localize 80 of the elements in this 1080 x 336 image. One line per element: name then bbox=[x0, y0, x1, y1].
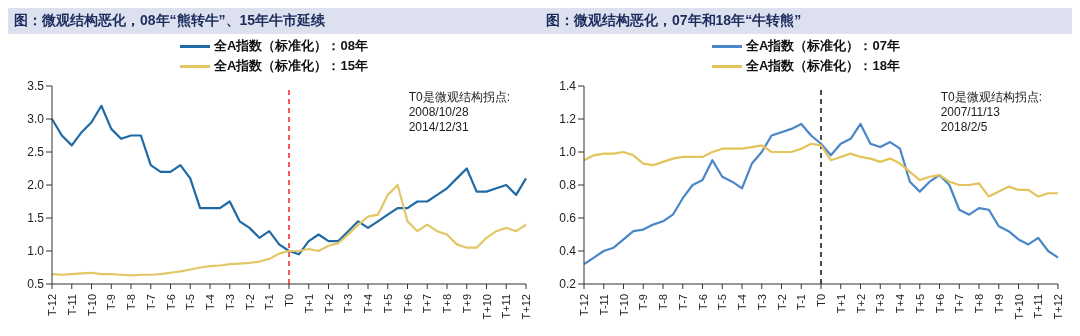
x-tick-label: T-7 bbox=[676, 294, 689, 310]
y-tick-label: 1.0 bbox=[559, 145, 577, 160]
annotation: 2008/10/28 bbox=[408, 105, 470, 120]
x-tick-label: T-1 bbox=[263, 294, 276, 310]
x-tick-label: T+7 bbox=[953, 294, 966, 314]
annotation: T0是微观结构拐点: bbox=[408, 90, 510, 105]
y-tick-label: 0.5 bbox=[27, 277, 45, 292]
x-tick-label: T+5 bbox=[381, 294, 394, 314]
chart-title: 图：微观结构恶化，07年和18年“牛转熊” bbox=[540, 8, 1072, 34]
x-tick-label: T-12 bbox=[46, 294, 58, 317]
legend-label: 全A指数（标准化）：08年 bbox=[214, 37, 368, 55]
x-tick-label: T-7 bbox=[144, 294, 157, 310]
y-tick-label: 1.0 bbox=[27, 244, 45, 259]
x-tick-label: T+5 bbox=[913, 294, 926, 314]
x-tick-label: T0 bbox=[283, 294, 295, 307]
y-tick-label: 0.2 bbox=[559, 277, 577, 292]
x-tick-label: T-9 bbox=[105, 294, 118, 310]
legend-label: 全A指数（标准化）：15年 bbox=[214, 57, 368, 75]
y-tick-label: 0.8 bbox=[559, 178, 577, 193]
y-tick-label: 2.5 bbox=[27, 145, 45, 160]
x-tick-label: T-2 bbox=[775, 294, 788, 310]
y-tick-label: 1.2 bbox=[559, 112, 577, 127]
x-tick-label: T+2 bbox=[854, 294, 867, 314]
y-tick-label: 1.4 bbox=[559, 79, 577, 94]
y-tick-label: 2.0 bbox=[27, 178, 45, 193]
x-tick-label: T+10 bbox=[1012, 294, 1025, 320]
x-tick-label: T+11 bbox=[500, 294, 513, 319]
line-series bbox=[50, 104, 528, 256]
annotation: 2007/11/13 bbox=[940, 105, 1001, 120]
line-series bbox=[582, 142, 1060, 198]
y-tick-label: 3.0 bbox=[27, 112, 45, 127]
x-tick-label: T+8 bbox=[973, 294, 985, 314]
x-tick-label: T-4 bbox=[204, 294, 216, 310]
x-tick-label: T+10 bbox=[480, 294, 493, 320]
x-tick-label: T-5 bbox=[716, 294, 729, 310]
x-tick-label: T-3 bbox=[223, 294, 236, 310]
x-tick-label: T-5 bbox=[184, 294, 197, 310]
x-tick-label: T-8 bbox=[125, 294, 137, 310]
annotation: 2014/12/31 bbox=[408, 120, 470, 135]
x-tick-label: T+12 bbox=[520, 294, 532, 320]
x-tick-label: T+9 bbox=[460, 294, 473, 314]
legend-label: 全A指数（标准化）：18年 bbox=[746, 57, 900, 75]
x-tick-label: T-2 bbox=[243, 294, 256, 310]
x-tick-label: T-10 bbox=[85, 294, 98, 317]
x-tick-label: T0 bbox=[815, 294, 827, 307]
x-tick-label: T+3 bbox=[342, 294, 355, 314]
x-tick-label: T+4 bbox=[894, 294, 906, 314]
x-tick-label: T+9 bbox=[992, 294, 1005, 314]
annotation: T0是微观结构拐点: bbox=[940, 90, 1042, 105]
y-tick-label: 1.5 bbox=[27, 211, 45, 226]
x-tick-label: T+6 bbox=[933, 294, 946, 314]
legend-label: 全A指数（标准化）：07年 bbox=[746, 37, 900, 55]
x-tick-label: T+3 bbox=[874, 294, 887, 314]
chart-title: 图：微观结构恶化，08年“熊转牛”、15年牛市延续 bbox=[8, 8, 540, 34]
x-tick-label: T+2 bbox=[322, 294, 335, 314]
x-tick-label: T-11 bbox=[65, 294, 78, 316]
x-tick-label: T-1 bbox=[795, 294, 808, 310]
x-tick-label: T+1 bbox=[834, 294, 847, 314]
x-tick-label: T+8 bbox=[441, 294, 453, 314]
x-tick-label: T-11 bbox=[597, 294, 610, 316]
x-tick-label: T+12 bbox=[1052, 294, 1064, 320]
x-tick-label: T+7 bbox=[421, 294, 434, 314]
x-tick-label: T-12 bbox=[578, 294, 590, 317]
x-tick-label: T-4 bbox=[736, 294, 748, 310]
x-tick-label: T-6 bbox=[164, 294, 177, 310]
x-tick-label: T+11 bbox=[1032, 294, 1045, 319]
y-tick-label: 0.4 bbox=[559, 244, 577, 259]
x-tick-label: T+4 bbox=[362, 294, 374, 314]
line-series bbox=[50, 183, 528, 277]
x-tick-label: T-8 bbox=[657, 294, 669, 310]
annotation: 2018/2/5 bbox=[940, 120, 989, 135]
line-series bbox=[582, 122, 1060, 266]
x-tick-label: T+6 bbox=[401, 294, 414, 314]
y-tick-label: 0.6 bbox=[559, 211, 577, 226]
x-tick-label: T-10 bbox=[617, 294, 630, 317]
x-tick-label: T-6 bbox=[696, 294, 709, 310]
x-tick-label: T+1 bbox=[302, 294, 315, 314]
x-tick-label: T-9 bbox=[637, 294, 650, 310]
x-tick-label: T-3 bbox=[755, 294, 768, 310]
y-tick-label: 3.5 bbox=[27, 79, 45, 94]
